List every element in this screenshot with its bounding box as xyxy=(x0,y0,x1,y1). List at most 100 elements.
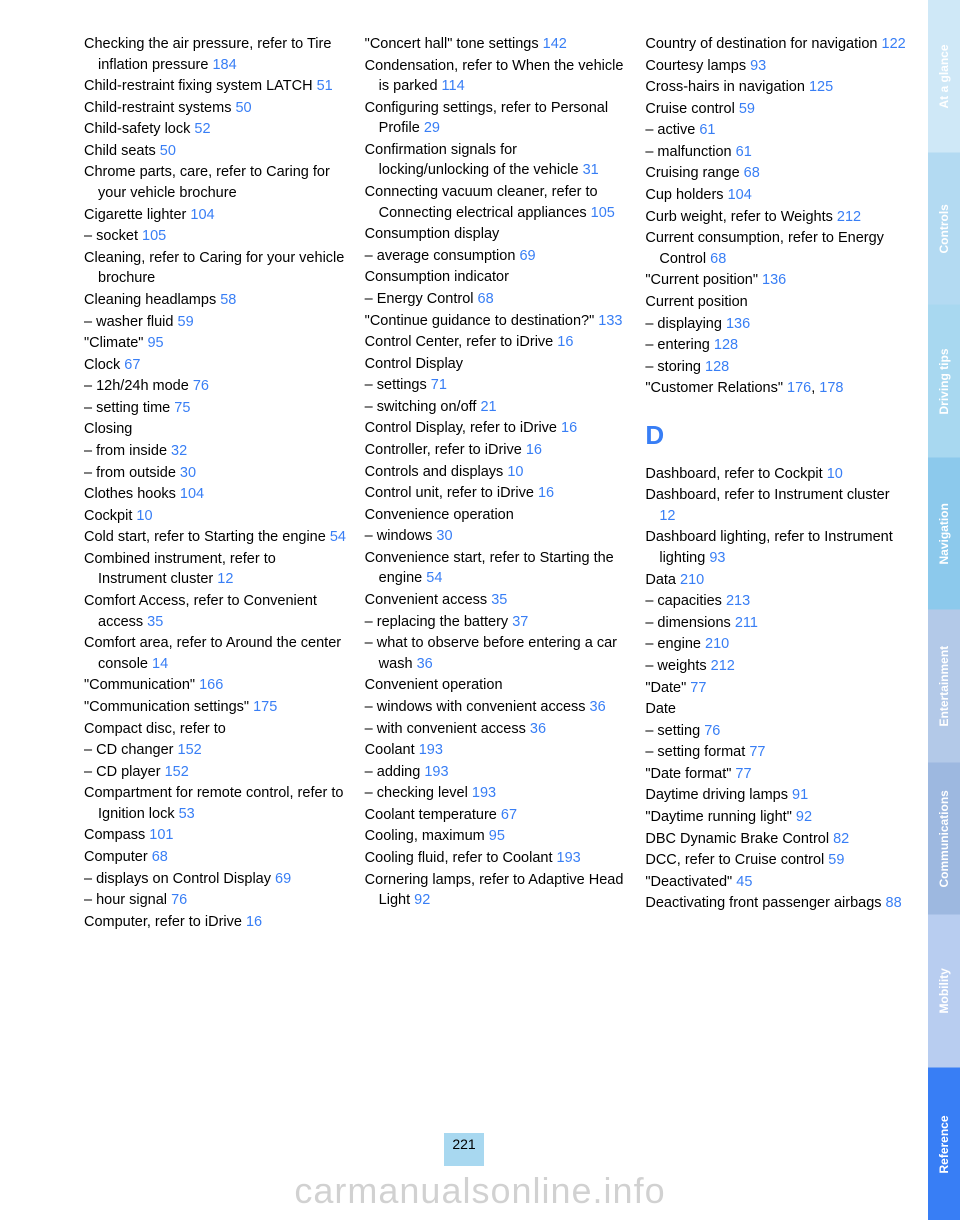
section-tab[interactable]: Communications xyxy=(928,763,960,916)
page-ref-link[interactable]: 77 xyxy=(749,744,765,760)
page-ref-link[interactable]: 16 xyxy=(557,334,573,350)
page-ref-link[interactable]: 93 xyxy=(750,58,766,74)
page-ref-link[interactable]: 92 xyxy=(796,809,812,825)
page-ref-link[interactable]: 30 xyxy=(180,465,196,481)
page-ref-link[interactable]: 128 xyxy=(714,337,738,353)
page-ref-link[interactable]: 10 xyxy=(827,466,843,482)
page-ref-link[interactable]: 178 xyxy=(819,380,843,396)
page-ref-link[interactable]: 61 xyxy=(736,144,752,160)
page-ref-link[interactable]: 176 xyxy=(787,380,811,396)
page-ref-link[interactable]: 75 xyxy=(174,400,190,416)
page-ref-link[interactable]: 211 xyxy=(735,615,758,631)
page-ref-link[interactable]: 133 xyxy=(598,313,622,329)
section-tab[interactable]: Driving tips xyxy=(928,305,960,458)
page-ref-link[interactable]: 35 xyxy=(147,614,163,630)
page-ref-link[interactable]: 101 xyxy=(149,827,173,843)
page-ref-link[interactable]: 37 xyxy=(512,614,528,630)
page-ref-link[interactable]: 16 xyxy=(538,485,554,501)
page-ref-link[interactable]: 184 xyxy=(212,57,236,73)
page-ref-link[interactable]: 16 xyxy=(561,420,577,436)
page-ref-link[interactable]: 210 xyxy=(705,636,729,652)
page-ref-link[interactable]: 29 xyxy=(424,120,440,136)
page-ref-link[interactable]: 142 xyxy=(543,36,567,52)
page-ref-link[interactable]: 193 xyxy=(419,742,443,758)
page-ref-link[interactable]: 54 xyxy=(330,529,346,545)
page-ref-link[interactable]: 59 xyxy=(828,852,844,868)
page-ref-link[interactable]: 82 xyxy=(833,831,849,847)
page-ref-link[interactable]: 67 xyxy=(501,807,517,823)
page-ref-link[interactable]: 12 xyxy=(217,571,233,587)
page-ref-link[interactable]: 136 xyxy=(762,272,786,288)
page-ref-link[interactable]: 68 xyxy=(152,849,168,865)
page-ref-link[interactable]: 50 xyxy=(235,100,251,116)
page-ref-link[interactable]: 105 xyxy=(142,228,166,244)
page-ref-link[interactable]: 212 xyxy=(711,658,735,674)
page-ref-link[interactable]: 77 xyxy=(735,766,751,782)
page-ref-link[interactable]: 69 xyxy=(519,248,535,264)
page-ref-link[interactable]: 32 xyxy=(171,443,187,459)
page-ref-link[interactable]: 136 xyxy=(726,316,750,332)
page-ref-link[interactable]: 16 xyxy=(526,442,542,458)
page-ref-link[interactable]: 51 xyxy=(317,78,333,94)
page-ref-link[interactable]: 61 xyxy=(699,122,715,138)
section-tab[interactable]: Mobility xyxy=(928,915,960,1068)
page-ref-link[interactable]: 59 xyxy=(178,314,194,330)
page-ref-link[interactable]: 104 xyxy=(190,207,214,223)
page-ref-link[interactable]: 16 xyxy=(246,914,262,930)
page-ref-link[interactable]: 122 xyxy=(882,36,906,52)
page-ref-link[interactable]: 52 xyxy=(194,121,210,137)
page-ref-link[interactable]: 193 xyxy=(557,850,581,866)
page-ref-link[interactable]: 152 xyxy=(178,742,202,758)
page-ref-link[interactable]: 14 xyxy=(152,656,168,672)
page-ref-link[interactable]: 95 xyxy=(147,335,163,351)
page-ref-link[interactable]: 54 xyxy=(426,570,442,586)
page-ref-link[interactable]: 76 xyxy=(704,723,720,739)
page-ref-link[interactable]: 71 xyxy=(431,377,447,393)
page-ref-link[interactable]: 105 xyxy=(591,205,615,221)
page-ref-link[interactable]: 59 xyxy=(739,101,755,117)
page-ref-link[interactable]: 67 xyxy=(124,357,140,373)
page-ref-link[interactable]: 104 xyxy=(728,187,752,203)
page-ref-link[interactable]: 45 xyxy=(736,874,752,890)
page-ref-link[interactable]: 193 xyxy=(424,764,448,780)
page-ref-link[interactable]: 10 xyxy=(507,464,523,480)
page-ref-link[interactable]: 213 xyxy=(726,593,750,609)
page-ref-link[interactable]: 91 xyxy=(792,787,808,803)
page-ref-link[interactable]: 68 xyxy=(478,291,494,307)
page-ref-link[interactable]: 88 xyxy=(886,895,902,911)
section-tab[interactable]: Entertainment xyxy=(928,610,960,763)
page-ref-link[interactable]: 53 xyxy=(179,806,195,822)
page-ref-link[interactable]: 193 xyxy=(472,785,496,801)
page-ref-link[interactable]: 95 xyxy=(489,828,505,844)
page-ref-link[interactable]: 175 xyxy=(253,699,277,715)
page-ref-link[interactable]: 128 xyxy=(705,359,729,375)
page-ref-link[interactable]: 210 xyxy=(680,572,704,588)
page-ref-link[interactable]: 68 xyxy=(744,165,760,181)
page-ref-link[interactable]: 77 xyxy=(690,680,706,696)
section-tab[interactable]: Controls xyxy=(928,153,960,306)
page-ref-link[interactable]: 12 xyxy=(659,508,675,524)
page-ref-link[interactable]: 36 xyxy=(417,656,433,672)
page-ref-link[interactable]: 68 xyxy=(710,251,726,267)
page-ref-link[interactable]: 35 xyxy=(491,592,507,608)
page-ref-link[interactable]: 50 xyxy=(160,143,176,159)
page-ref-link[interactable]: 76 xyxy=(171,892,187,908)
page-ref-link[interactable]: 69 xyxy=(275,871,291,887)
page-ref-link[interactable]: 21 xyxy=(480,399,496,415)
page-ref-link[interactable]: 36 xyxy=(590,699,606,715)
page-ref-link[interactable]: 92 xyxy=(414,892,430,908)
section-tab[interactable]: At a glance xyxy=(928,0,960,153)
page-ref-link[interactable]: 76 xyxy=(193,378,209,394)
page-ref-link[interactable]: 212 xyxy=(837,209,861,225)
section-tab[interactable]: Navigation xyxy=(928,458,960,611)
page-ref-link[interactable]: 30 xyxy=(436,528,452,544)
page-ref-link[interactable]: 58 xyxy=(220,292,236,308)
page-ref-link[interactable]: 31 xyxy=(583,162,599,178)
page-ref-link[interactable]: 36 xyxy=(530,721,546,737)
page-ref-link[interactable]: 114 xyxy=(442,78,465,94)
page-ref-link[interactable]: 166 xyxy=(199,677,223,693)
page-ref-link[interactable]: 93 xyxy=(709,550,725,566)
page-ref-link[interactable]: 104 xyxy=(180,486,204,502)
page-ref-link[interactable]: 152 xyxy=(165,764,189,780)
page-ref-link[interactable]: 125 xyxy=(809,79,833,95)
